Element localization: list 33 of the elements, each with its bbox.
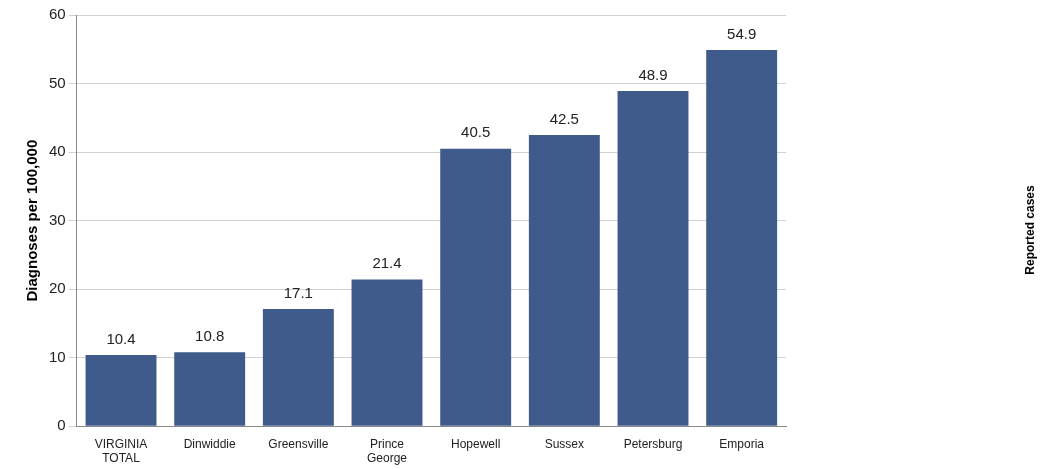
data-label: 40.5 xyxy=(461,123,491,141)
x-tick-label: Greensville xyxy=(268,436,329,451)
y-tick-label: 60 xyxy=(49,5,66,23)
bar xyxy=(440,148,512,426)
x-tick-label: Hopewell xyxy=(450,436,501,451)
y-tick-label: 20 xyxy=(49,279,66,297)
y-tick-label: 30 xyxy=(49,210,66,228)
data-label: 42.5 xyxy=(549,109,579,127)
data-label: 17.1 xyxy=(283,283,313,301)
bar xyxy=(85,354,157,426)
text: Reported cases xyxy=(1023,185,1037,275)
bar xyxy=(706,49,778,426)
x-tick-label: Dinwiddie xyxy=(183,436,237,451)
y-tick-label: 10 xyxy=(49,347,66,365)
bar xyxy=(351,279,423,426)
data-label: 48.9 xyxy=(638,65,668,83)
x-tick-label: VIRGINIA TOTAL xyxy=(94,436,148,466)
x-tick-label: Petersburg xyxy=(623,436,683,451)
y-tick-label: 0 xyxy=(57,416,66,434)
data-label: 10.8 xyxy=(195,326,225,344)
x-tick-label: Sussex xyxy=(544,436,585,451)
bar xyxy=(262,309,334,426)
x-tick-label: Emporia xyxy=(719,436,765,451)
bar xyxy=(528,134,600,426)
y-tick-label: 40 xyxy=(49,142,66,160)
data-label: 10.4 xyxy=(106,329,136,347)
y-tick-label: 50 xyxy=(49,73,66,91)
data-label: 54.9 xyxy=(727,24,757,42)
bar xyxy=(174,352,246,426)
y-axis-title: Diagnoses per 100,000 xyxy=(23,139,41,302)
bar xyxy=(617,91,689,426)
data-label: 21.4 xyxy=(372,254,402,272)
x-tick-label: Prince George xyxy=(366,436,408,466)
